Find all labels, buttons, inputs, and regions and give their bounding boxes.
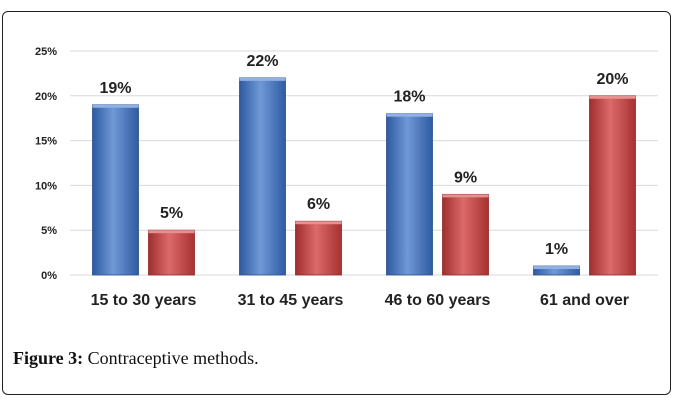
y-axis-ticks: 0% 5% 10% 15% 20% 25% — [35, 46, 57, 282]
y-tick-label: 0% — [41, 270, 57, 282]
x-category-label: 31 to 45 years — [238, 292, 344, 309]
bar-top-highlight — [148, 230, 195, 234]
data-label: 6% — [307, 196, 330, 213]
bar-series-1 — [92, 104, 139, 276]
bar-series-1 — [239, 77, 286, 276]
bar-top-highlight — [92, 104, 139, 108]
y-tick-label: 5% — [41, 225, 57, 237]
figure-caption: Figure 3: Contraceptive methods. — [13, 348, 259, 369]
bar-series-1 — [386, 113, 433, 276]
x-category-label: 61 and over — [540, 292, 629, 309]
bar-top-highlight — [533, 266, 580, 270]
caption-lead: Figure 3: — [13, 348, 84, 368]
x-category-label: 15 to 30 years — [91, 292, 197, 309]
x-axis-categories: 15 to 30 years 31 to 45 years 46 to 60 yea… — [91, 292, 629, 309]
bar-series-2 — [295, 220, 342, 276]
bar-series-2 — [148, 229, 195, 276]
bar-top-highlight — [295, 221, 342, 225]
y-tick-label: 15% — [35, 136, 57, 148]
y-tick-label: 20% — [35, 91, 57, 103]
caption-text: Contraceptive methods. — [83, 348, 259, 368]
bar-series-2 — [442, 193, 489, 276]
bar-top-highlight — [239, 77, 286, 81]
y-tick-label: 25% — [35, 46, 57, 58]
bars — [92, 77, 636, 276]
data-label: 18% — [393, 89, 425, 106]
data-label: 9% — [454, 169, 477, 186]
data-labels: 19% 5% 22% 6% 18% 9% 1% 20% — [99, 53, 628, 258]
figure-frame — [2, 11, 671, 395]
x-category-label: 46 to 60 years — [385, 292, 491, 309]
bar-chart: 0% 5% 10% 15% 20% 25% 19% 5% 22% 6% 18% 9% 1% 20% 15… — [35, 46, 658, 309]
data-label: 19% — [99, 80, 131, 97]
data-label: 20% — [596, 71, 628, 88]
data-label: 5% — [160, 205, 183, 222]
data-label: 1% — [545, 241, 568, 258]
bar-top-highlight — [386, 113, 433, 117]
y-tick-label: 10% — [35, 180, 57, 192]
bar-top-highlight — [589, 95, 636, 99]
data-label: 22% — [246, 53, 278, 70]
bar-series-2 — [589, 95, 636, 276]
bar-top-highlight — [442, 194, 489, 198]
